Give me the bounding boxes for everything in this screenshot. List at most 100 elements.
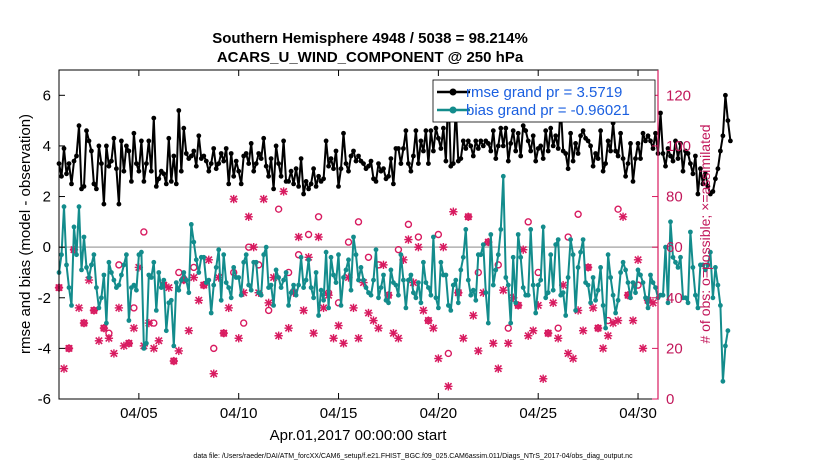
obs-assimilated-marker [494,364,503,373]
bias-point [568,237,573,243]
right-axis-label: # of obs: o=possible; ×=assimilated [697,124,713,343]
obs-assimilated-marker [598,344,608,353]
bias-point [538,277,544,283]
rmse-point [625,161,631,167]
rmse-point [428,128,434,134]
rmse-point [565,166,571,172]
rmse-point [308,181,314,187]
rmse-point [168,179,174,184]
rmse-point [563,151,569,156]
bias-point [663,244,668,250]
obs-assimilated-marker [194,296,203,305]
bias-point [428,292,434,298]
obs-assimilated-marker [184,326,193,335]
rmse-point [148,168,154,174]
rmse-point [688,161,693,167]
rmse-point [550,143,556,149]
rmse-point [710,189,716,194]
obs-assimilated-marker [224,303,233,313]
rmse-point [623,173,628,179]
rmse-point [600,168,606,174]
bias-point [588,300,593,306]
bias-point [465,277,471,283]
bias-point [560,290,566,296]
bias-point [313,270,319,275]
obs-assimilated-marker [424,316,433,325]
bias-point [91,252,97,258]
rmse-point [86,138,92,144]
rmse-point [520,123,526,129]
obs-assimilated-marker [544,329,553,338]
bias-point [176,287,182,293]
bias-point [690,265,696,270]
rmse-point [603,161,608,167]
bias-point [503,275,509,280]
obs-assimilated-marker [94,336,104,345]
bias-series-layer [56,173,731,384]
bias-point [595,287,601,293]
bias-point [490,282,496,288]
obs-assimilated-marker [469,311,478,320]
bias-point [301,285,306,290]
bias-point [550,287,556,293]
bias-point [208,310,214,316]
rmse-point [333,148,339,154]
rmse-point [436,135,441,141]
rmse-point [398,161,404,167]
obs-assimilated-marker [618,212,628,221]
rmse-point [366,163,371,169]
bias-point [396,292,401,298]
rmse-point [505,158,511,164]
rmse-point [503,125,509,131]
bias-point [408,272,414,278]
rmse-point [99,161,104,167]
bias-point [101,272,107,278]
rmse-point [163,181,169,187]
rmse-point [66,161,72,167]
bias-point [168,297,174,303]
rmse-point [81,184,87,189]
rmse-point [323,138,329,144]
rmse-point [396,146,401,151]
bias-point [446,303,451,308]
bias-point [421,259,426,265]
bias-point [723,343,728,349]
bias-point [530,282,536,288]
legend-bias-marker [449,106,457,114]
bias-point [720,378,726,384]
bias-point [495,252,501,258]
obs-assimilated-marker [499,286,508,295]
bias-point [326,305,331,311]
rmse-point [480,143,486,149]
rmse-point [218,151,224,156]
bias-point [718,303,723,308]
bias-point [458,267,464,273]
rmse-point [293,166,299,172]
bias-point [700,262,706,268]
bias-point [455,300,461,306]
obs-assimilated-marker [79,318,89,328]
rmse-point [353,158,359,164]
bias-point [460,254,466,260]
rmse-point [321,176,326,182]
obs-assimilated-marker [613,316,623,325]
obs-assimilated-marker [628,316,638,325]
obs-possible-marker [239,319,248,327]
bias-point [448,308,454,313]
bias-point [268,282,274,288]
bias-point [685,300,691,306]
obs-assimilated-marker [374,323,383,333]
bias-point [411,290,416,296]
bias-point [311,295,316,301]
obs-assimilated-marker [59,364,69,373]
rmse-point [660,151,666,156]
x-tick-label: 04/20 [420,405,458,422]
rmse-point [718,148,723,154]
obs-assimilated-marker [259,194,268,204]
bias-point [388,267,394,273]
rmse-point [221,158,227,164]
obs-assimilated-marker [294,232,303,242]
rmse-point [376,161,381,167]
bias-point [173,280,179,285]
obs-possible-marker [494,261,502,269]
